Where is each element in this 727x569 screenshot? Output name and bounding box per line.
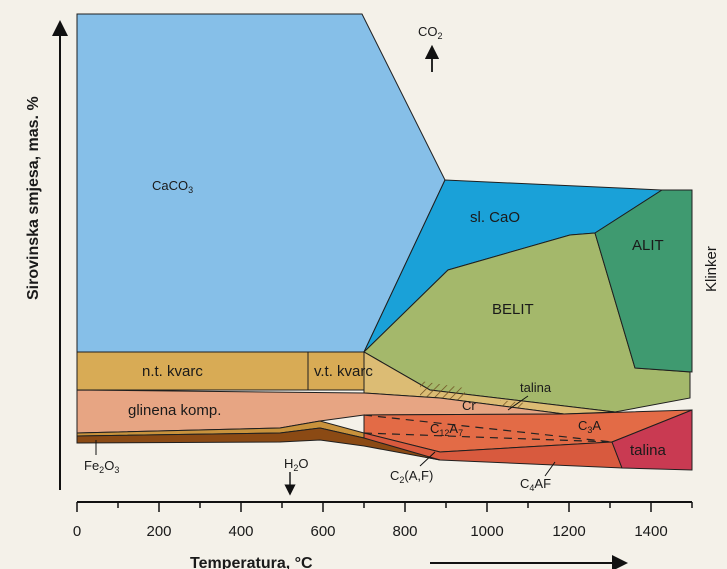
x-tick-label: 800 — [392, 523, 417, 540]
talina-mid-label: talina — [520, 380, 552, 395]
x-tick-label: 0 — [73, 523, 81, 540]
vt-kvarc-label: v.t. kvarc — [314, 363, 373, 380]
x-tick-label: 600 — [310, 523, 335, 540]
c3a-label: C3A — [578, 418, 601, 435]
sl-cao-label: sl. CaO — [470, 209, 520, 226]
c12a7-label: C12A7 — [430, 421, 463, 438]
region-alit — [594, 189, 693, 373]
c2af-label: C2(A,F) — [390, 468, 433, 485]
c2af-pointer — [419, 451, 436, 467]
x-tick-label: 1200 — [552, 523, 585, 540]
x-tick-label: 200 — [146, 523, 171, 540]
talina-mid-pointer — [507, 395, 529, 411]
alit-label: ALIT — [632, 237, 664, 254]
caco3-label: CaCO3 — [152, 178, 193, 195]
klinker-label: Klinker — [703, 246, 720, 292]
x-axis-tick-labels: 0 200 400 600 800 1000 1200 1400 — [73, 523, 668, 540]
c4af-pointer — [544, 461, 556, 477]
glinena-komp-label: glinena komp. — [128, 402, 221, 419]
y-axis-title: Sirovinska smjesa, mas. % — [25, 96, 42, 300]
x-tick-label: 1000 — [470, 523, 503, 540]
c4af-label: C4AF — [520, 476, 551, 493]
cr-label: Cr — [462, 398, 476, 413]
x-axis-ticks — [76, 502, 693, 512]
region-fe2o3 — [76, 427, 441, 461]
x-axis-title: Temperatura, °C — [190, 555, 313, 569]
co2-label: CO2 — [418, 24, 443, 41]
x-tick-label: 400 — [228, 523, 253, 540]
nt-kvarc-label: n.t. kvarc — [142, 363, 203, 380]
belit-label: BELIT — [492, 301, 534, 318]
talina-right-label: talina — [630, 442, 667, 459]
region-talina-right — [611, 409, 693, 471]
h2o-label: H2O — [284, 456, 309, 473]
fe2o3-label: Fe2O3 — [84, 458, 119, 475]
x-tick-label: 1400 — [634, 523, 667, 540]
